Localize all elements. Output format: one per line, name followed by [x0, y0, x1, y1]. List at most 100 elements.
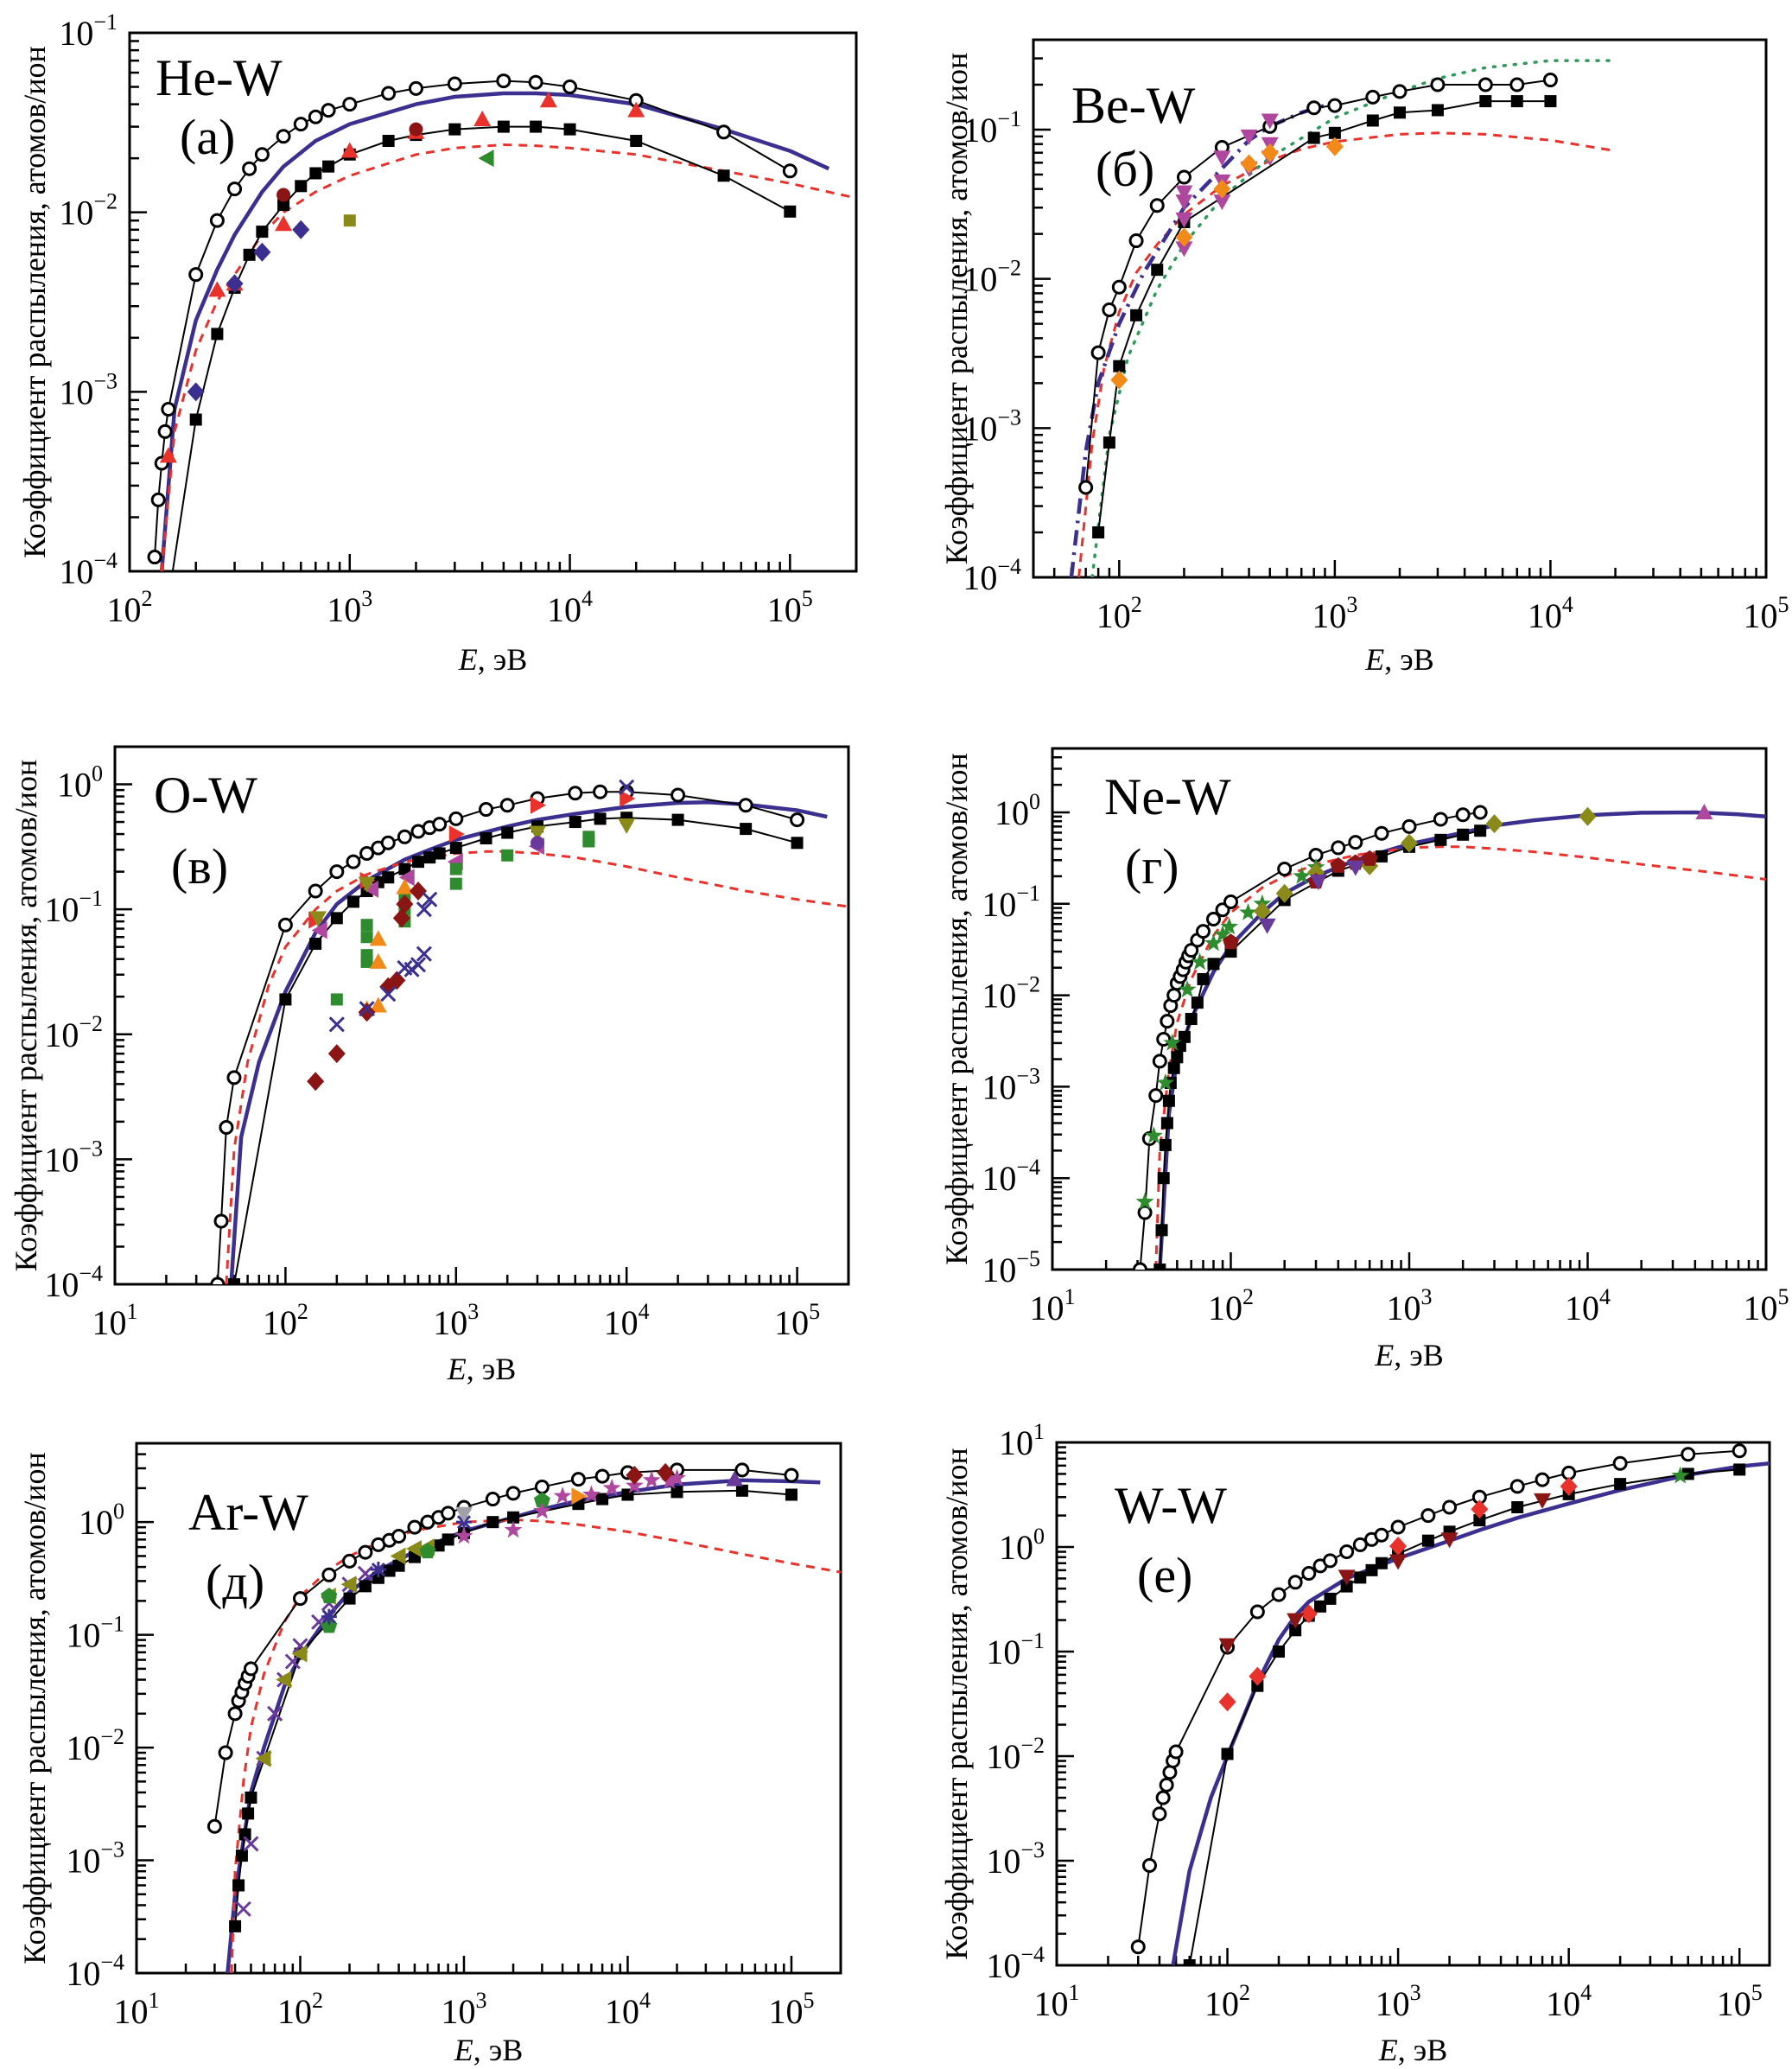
data-point — [419, 1543, 436, 1559]
data-point — [1324, 1592, 1337, 1605]
data-point — [1457, 828, 1470, 841]
data-point — [594, 812, 607, 825]
data-point — [1307, 131, 1320, 144]
data-point — [1287, 1613, 1305, 1629]
y-tick-label: 10−4 — [59, 548, 118, 591]
data-point — [254, 147, 270, 162]
filled-squares — [1092, 95, 1557, 539]
data-point — [277, 917, 293, 933]
data-point — [1309, 875, 1327, 891]
data-point — [1509, 1479, 1525, 1494]
data-point — [277, 199, 290, 212]
data-point — [1365, 1563, 1378, 1576]
data-point — [447, 76, 462, 92]
data-point — [1159, 1138, 1172, 1151]
data-point — [497, 120, 510, 133]
data-point — [1191, 952, 1209, 971]
data-point — [1510, 95, 1523, 108]
data-point — [569, 816, 581, 829]
darkred-circles — [276, 122, 423, 202]
data-point — [308, 109, 323, 124]
data-point — [539, 92, 557, 108]
data-point — [1306, 100, 1322, 116]
data-point — [1681, 1467, 1694, 1480]
data-point — [308, 883, 323, 899]
data-point — [562, 80, 578, 95]
olive-down-triangles — [308, 818, 636, 927]
y-tick-label: 10−4 — [986, 1942, 1045, 1985]
panel-letter: (г) — [1125, 838, 1179, 894]
data-point — [1130, 1939, 1146, 1955]
y-tick-label: 10−2 — [66, 1724, 124, 1767]
data-point — [1113, 360, 1126, 372]
data-point — [342, 1553, 358, 1569]
data-point — [409, 882, 427, 901]
x-tick-label: 104 — [547, 586, 593, 629]
data-point — [398, 863, 411, 875]
data-point — [670, 787, 686, 803]
data-point — [1374, 1527, 1389, 1543]
data-point — [330, 993, 343, 1006]
x-tick-label: 102 — [1204, 1980, 1250, 2023]
data-point — [1149, 198, 1165, 213]
data-point — [1361, 850, 1378, 866]
data-point — [309, 167, 322, 180]
data-point — [1271, 1587, 1287, 1602]
data-point — [1132, 1262, 1147, 1270]
data-point — [1223, 894, 1238, 910]
data-point — [642, 1470, 661, 1488]
data-point — [1614, 1478, 1627, 1491]
data-point — [784, 205, 797, 218]
data-point — [1293, 866, 1312, 884]
data-point — [1207, 958, 1220, 971]
data-point — [505, 1486, 521, 1501]
x-tick-label: 103 — [1376, 1980, 1421, 2023]
x-tick-label: 101 — [1030, 1284, 1076, 1327]
x-axis-label: E, эВ — [447, 1352, 516, 1386]
data-point — [1239, 903, 1257, 920]
data-point — [189, 413, 202, 426]
plot-frame — [135, 1442, 842, 1975]
data-point — [480, 831, 492, 844]
data-point — [1221, 1748, 1234, 1760]
grey-down-triangle — [454, 1506, 473, 1523]
x-axis-label: E, эВ — [454, 2033, 523, 2067]
data-point — [1346, 860, 1364, 876]
data-point — [738, 798, 753, 813]
data-point — [602, 1478, 621, 1496]
data-point — [726, 1470, 744, 1486]
data-point — [276, 129, 291, 144]
data-point — [533, 1492, 550, 1508]
data-point — [660, 1472, 679, 1489]
axis-ticks — [135, 1442, 842, 1975]
data-point — [1392, 84, 1408, 99]
data-point — [408, 80, 423, 96]
data-point — [398, 869, 415, 887]
data-point — [1277, 862, 1293, 877]
data-point — [1163, 1033, 1182, 1051]
y-tick-label: 10−1 — [963, 106, 1021, 150]
panel-letter: (е) — [1137, 1547, 1192, 1603]
data-point — [1160, 1014, 1175, 1029]
data-point — [449, 877, 462, 890]
data-point — [411, 856, 424, 869]
data-point — [532, 1501, 551, 1519]
plot-area — [210, 779, 848, 1284]
data-point — [593, 784, 608, 799]
navy-diamonds — [187, 220, 310, 402]
panel-he-w: 102 103 104 105 10−4 10−3 10−2 10−1Коэффициент … — [17, 10, 858, 677]
data-point — [210, 1276, 226, 1284]
data-point — [618, 818, 636, 834]
data-point — [321, 1567, 337, 1582]
panel-letter: (в) — [171, 838, 228, 894]
y-tick-label: 10−3 — [44, 1136, 103, 1179]
panel-letter: (a) — [180, 109, 235, 165]
data-point — [1168, 1744, 1184, 1760]
data-point — [1128, 233, 1144, 249]
data-point — [671, 813, 684, 826]
data-point — [528, 74, 543, 90]
data-point — [187, 382, 205, 402]
y-axis-label: Коэффициент распыления, атомов/ион — [939, 1448, 974, 1960]
y-axis-label: Коэффициент распыления, атомов/ион — [17, 46, 52, 558]
panel-ne-w: 101 102 103 104 105 10−5 10−4 10−3 10−2 10−1 100 Ко… — [939, 747, 1789, 1372]
